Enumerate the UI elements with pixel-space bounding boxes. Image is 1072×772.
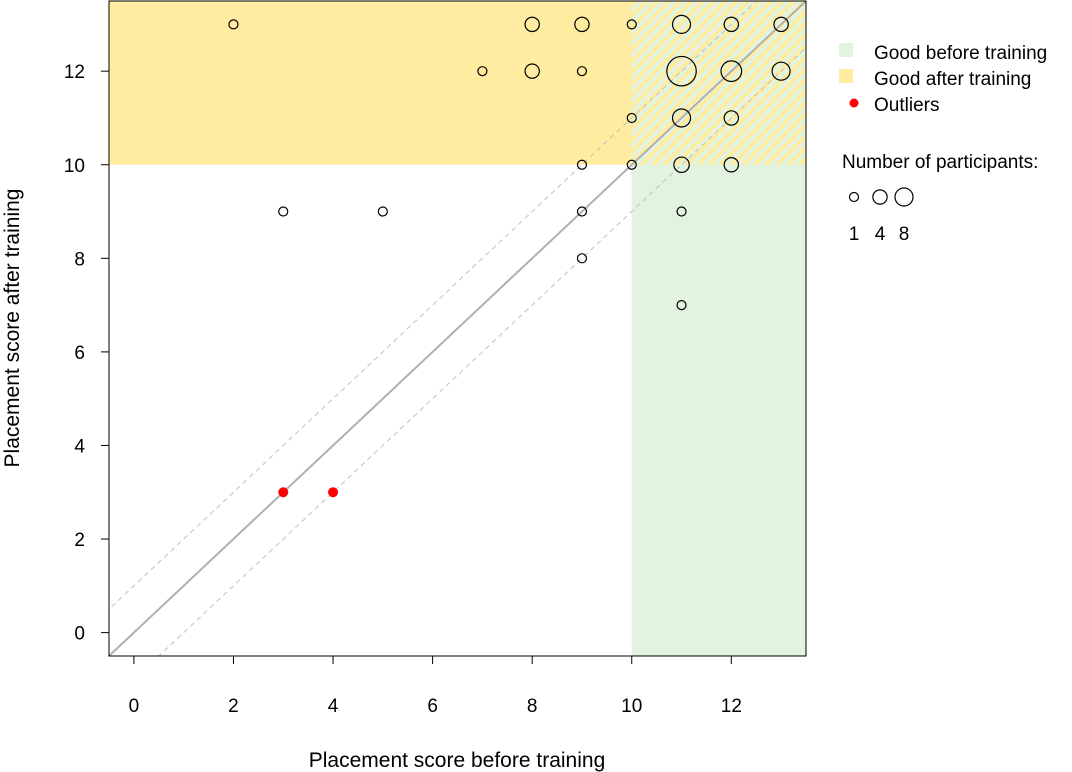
size-legend-label: 1 [849, 224, 860, 245]
reference-line-identity [109, 1, 806, 656]
data-point [626, 112, 637, 124]
data-point [723, 110, 740, 126]
x-tick-label: 6 [427, 696, 438, 717]
y-axis-label: Placement score after training [1, 189, 24, 468]
legend-label-outliers: Outliers [874, 95, 939, 116]
data-point [524, 63, 540, 79]
size-legend-circle [894, 187, 914, 207]
reference-line-upper-band [109, 1, 757, 610]
x-tick-label: 0 [129, 696, 140, 717]
data-point [626, 19, 637, 30]
data-point [576, 66, 588, 77]
data-point [671, 14, 692, 34]
outlier-point [278, 487, 289, 498]
data-point [576, 253, 588, 264]
size-legend-label: 4 [875, 224, 886, 245]
y-tick-label: 2 [74, 530, 85, 551]
legend-size-title: Number of participants: [842, 152, 1038, 173]
x-tick-label: 2 [228, 696, 239, 717]
legend-swatch-good-after [839, 69, 853, 83]
data-point [673, 156, 690, 174]
y-tick-label: 6 [74, 343, 85, 364]
data-point [723, 16, 740, 33]
x-tick-label: 8 [527, 696, 538, 717]
data-point [626, 159, 637, 170]
data-point [723, 157, 740, 173]
x-tick-label: 10 [621, 696, 642, 717]
x-tick-label: 12 [721, 696, 742, 717]
legend-swatch-good-before [839, 43, 853, 57]
data-point [524, 16, 540, 33]
legend-outlier-marker [849, 98, 859, 108]
data-point [771, 61, 791, 81]
y-tick-label: 0 [74, 624, 85, 645]
reference-line-lower-band [158, 47, 806, 656]
size-legend-circle [872, 189, 888, 205]
data-point [671, 108, 692, 128]
outlier-point [328, 487, 339, 498]
data-point [666, 55, 697, 87]
region-good-after [109, 1, 632, 165]
data-point [720, 60, 743, 83]
legend-label-good-before: Good before training [874, 43, 1047, 64]
data-point [576, 159, 588, 170]
data-point [576, 206, 588, 217]
y-tick-label: 12 [64, 62, 85, 83]
data-point [377, 206, 388, 217]
data-point [773, 16, 789, 33]
data-point [477, 66, 488, 77]
y-tick-label: 10 [64, 156, 85, 177]
y-tick-label: 4 [74, 436, 85, 457]
size-legend-label: 8 [899, 224, 910, 245]
x-axis-label: Placement score before training [309, 749, 606, 772]
data-point [278, 206, 289, 217]
data-point [676, 300, 687, 311]
legend-label-good-after: Good after training [874, 69, 1031, 90]
data-point [574, 16, 590, 33]
data-point [676, 206, 687, 217]
x-tick-label: 4 [328, 696, 339, 717]
legend: Good before training Good after training… [839, 43, 1047, 245]
size-legend-circle [848, 191, 860, 203]
data-point [228, 19, 239, 30]
y-tick-label: 8 [74, 249, 85, 270]
